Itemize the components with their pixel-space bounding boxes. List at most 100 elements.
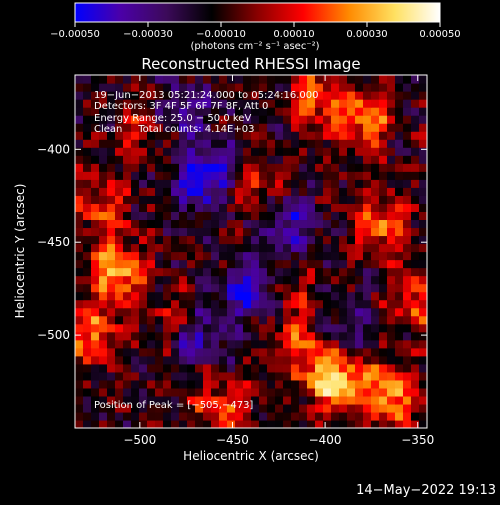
heatmap-cell	[251, 307, 260, 317]
heatmap-cell	[219, 187, 228, 196]
heatmap-cell	[267, 419, 276, 428]
heatmap-cell	[179, 147, 188, 156]
heatmap-cell	[403, 363, 412, 373]
heatmap-cell	[147, 299, 156, 309]
heatmap-cell	[219, 411, 228, 421]
heatmap-cell	[99, 331, 108, 341]
heatmap-cell	[227, 195, 236, 204]
heatmap-cell	[395, 187, 404, 196]
heatmap-cell	[179, 131, 188, 140]
heatmap-cell	[75, 339, 84, 349]
heatmap-cell	[123, 411, 132, 421]
heatmap-cell	[339, 323, 348, 333]
heatmap-cell	[275, 219, 284, 229]
heatmap-cell	[243, 267, 252, 277]
heatmap-cell	[395, 307, 404, 317]
heatmap-cell	[187, 331, 196, 341]
heatmap-cell	[91, 163, 100, 172]
heatmap-cell	[227, 347, 236, 357]
heatmap-cell	[139, 419, 148, 428]
heatmap-cell	[163, 203, 172, 212]
heatmap-cell	[123, 99, 132, 108]
heatmap-cell	[347, 83, 356, 92]
heatmap-cell	[267, 91, 276, 100]
heatmap-cell	[171, 315, 180, 325]
heatmap-cell	[227, 275, 236, 285]
heatmap-cell	[179, 155, 188, 164]
heatmap-cell	[227, 243, 236, 253]
heatmap-cell	[419, 155, 427, 164]
heatmap-cell	[243, 155, 252, 164]
heatmap-cell	[387, 179, 396, 188]
heatmap-cell	[259, 251, 268, 261]
heatmap-cell	[131, 411, 140, 421]
heatmap-cell	[363, 307, 372, 317]
heatmap-cell	[139, 315, 148, 325]
heatmap-cell	[195, 267, 204, 277]
heatmap-cell	[395, 91, 404, 100]
heatmap-cell	[363, 347, 372, 357]
heatmap-cell	[363, 243, 372, 253]
heatmap-cell	[187, 83, 196, 92]
heatmap-cell	[139, 259, 148, 269]
heatmap-cell	[115, 227, 124, 237]
heatmap-cell	[115, 179, 124, 188]
heatmap-cell	[83, 163, 92, 172]
heatmap-cell	[307, 203, 316, 212]
heatmap-cell	[211, 419, 220, 428]
heatmap-cell	[299, 323, 308, 333]
heatmap-cell	[243, 99, 252, 108]
heatmap-cell	[243, 91, 252, 100]
heatmap-cell	[363, 115, 372, 124]
heatmap-cell	[355, 147, 364, 156]
heatmap-cell	[139, 147, 148, 156]
heatmap-cell	[187, 355, 196, 365]
heatmap-cell	[91, 115, 100, 124]
heatmap-cell	[331, 171, 340, 180]
heatmap-cell	[171, 371, 180, 381]
heatmap-cell	[219, 115, 228, 124]
heatmap-cell	[251, 155, 260, 164]
heatmap-cell	[323, 131, 332, 140]
heatmap-cell	[131, 339, 140, 349]
heatmap-cell	[155, 163, 164, 172]
heatmap-cell	[163, 403, 172, 413]
heatmap-cell	[339, 163, 348, 172]
heatmap-cell	[187, 195, 196, 204]
heatmap-cell	[195, 387, 204, 397]
heatmap-cell	[243, 339, 252, 349]
heatmap-cell	[235, 243, 244, 253]
heatmap-cell	[259, 139, 268, 148]
heatmap-cell	[307, 187, 316, 196]
heatmap-cell	[419, 115, 427, 124]
heatmap-cell	[203, 259, 212, 269]
heatmap-cell	[211, 131, 220, 140]
heatmap-cell	[115, 275, 124, 285]
heatmap-cell	[131, 307, 140, 317]
heatmap-cell	[307, 283, 316, 293]
heatmap-cell	[227, 387, 236, 397]
heatmap-cell	[131, 83, 140, 92]
heatmap-cell	[243, 283, 252, 293]
heatmap-cell	[411, 331, 420, 341]
heatmap-cell	[163, 395, 172, 405]
heatmap-cell	[155, 315, 164, 325]
heatmap-cell	[355, 307, 364, 317]
heatmap-cell	[147, 187, 156, 196]
heatmap-cell	[307, 211, 316, 221]
heatmap-cell	[307, 307, 316, 317]
heatmap-cell	[99, 363, 108, 373]
heatmap-cell	[235, 371, 244, 381]
heatmap-cell	[411, 203, 420, 212]
heatmap-cell	[131, 347, 140, 357]
heatmap-cell	[187, 131, 196, 140]
heatmap-cell	[371, 163, 380, 172]
heatmap-cell	[147, 259, 156, 269]
heatmap-cell	[227, 139, 236, 148]
heatmap-cell	[131, 267, 140, 277]
heatmap-cell	[147, 131, 156, 140]
heatmap-cell	[299, 107, 308, 116]
heatmap-cell	[75, 203, 84, 212]
heatmap-cell	[379, 75, 388, 84]
heatmap-cell	[299, 299, 308, 309]
